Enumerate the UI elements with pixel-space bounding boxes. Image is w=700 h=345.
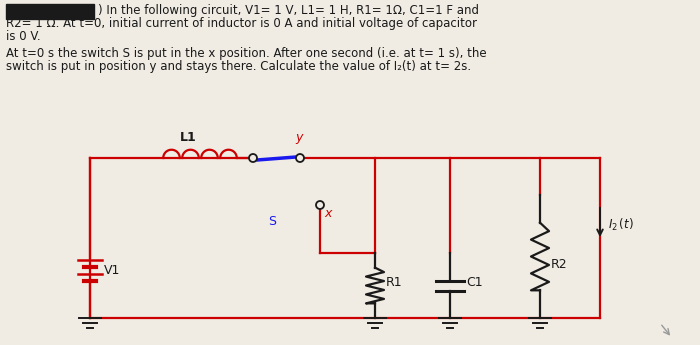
Text: V1: V1 (104, 264, 120, 276)
Text: At t=0 s the switch S is put in the x position. After one second (i.e. at t= 1 s: At t=0 s the switch S is put in the x po… (6, 47, 486, 60)
Circle shape (296, 154, 304, 162)
Text: x: x (324, 207, 331, 220)
Text: R1: R1 (386, 276, 402, 289)
Circle shape (249, 154, 257, 162)
Text: y: y (295, 131, 302, 144)
Text: switch is put in position y and stays there. Calculate the value of I₂(t) at t= : switch is put in position y and stays th… (6, 60, 471, 73)
Text: C1: C1 (466, 276, 482, 289)
Text: (: ( (6, 4, 13, 18)
Text: is 0 V.: is 0 V. (6, 30, 41, 43)
Text: R2: R2 (551, 258, 568, 272)
Text: S: S (268, 215, 276, 228)
Text: ) In the following circuit, V1= 1 V, L1= 1 H, R1= 1Ω, C1=1 F and: ) In the following circuit, V1= 1 V, L1=… (98, 4, 479, 17)
FancyBboxPatch shape (6, 4, 94, 19)
Circle shape (316, 201, 324, 209)
Text: R2= 1 Ω. At t=0, initial current of inductor is 0 A and initial voltage of capac: R2= 1 Ω. At t=0, initial current of indu… (6, 17, 477, 30)
Text: $I_2\,(t)$: $I_2\,(t)$ (608, 217, 634, 233)
Text: L1: L1 (180, 131, 197, 144)
